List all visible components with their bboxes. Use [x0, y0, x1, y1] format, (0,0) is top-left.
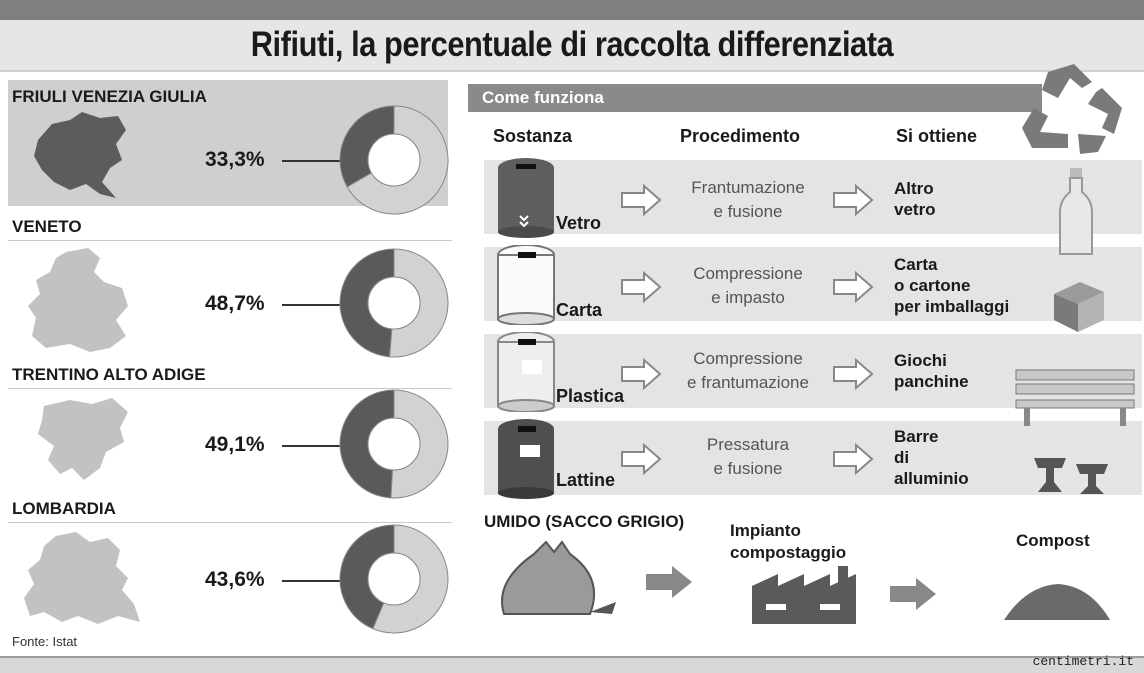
- row-lattine: [484, 421, 1142, 495]
- process-plastica: Compressione e frantumazione: [660, 347, 836, 395]
- footer-band: [0, 656, 1144, 673]
- process-line-2: e frantumazione: [687, 373, 809, 392]
- result-plastica: Giochi panchine: [894, 350, 969, 392]
- trentino-donut-chart: [339, 389, 449, 499]
- lombardia-map-icon: [24, 532, 140, 624]
- donut-hole: [367, 276, 421, 330]
- bin-lattine-icon: [498, 419, 554, 499]
- result-line: per imballaggi: [894, 297, 1010, 316]
- process-line-2: e fusione: [713, 459, 783, 478]
- top-band: [0, 0, 1144, 20]
- lombardia-leader-line: [282, 580, 344, 582]
- credit-logo: centimetri.it: [1032, 654, 1134, 669]
- compost-plant-label: Impianto compostaggio: [730, 520, 846, 564]
- trentino-map-icon: [38, 398, 128, 480]
- bin-label-lattine: Lattine: [556, 470, 616, 490]
- friuli-map-icon: [34, 112, 126, 198]
- veneto-leader-line: [282, 304, 344, 306]
- header-substance: Sostanza: [493, 126, 573, 146]
- compost-pile-icon: [1004, 584, 1110, 620]
- process-line-1: Compressione: [693, 349, 803, 368]
- recycle-icon: [1022, 64, 1122, 154]
- bench-icon: [1015, 369, 1135, 426]
- arrow-right-icon: [833, 271, 874, 303]
- result-line: o cartone: [894, 276, 971, 295]
- arrow-right-icon: [621, 184, 662, 216]
- result-line: Carta: [894, 255, 938, 274]
- process-line-2: e impasto: [711, 288, 785, 307]
- trash-bag-icon: [501, 540, 616, 615]
- region-title-trentino: TRENTINO ALTO ADIGE: [8, 362, 452, 389]
- region-title-veneto: VENETO: [8, 214, 452, 241]
- arrow-right-icon: [890, 578, 936, 610]
- process-lattine: Pressatura e fusione: [664, 433, 832, 481]
- bin-carta-icon: [497, 245, 555, 325]
- page-title: Rifiuti, la percentuale di raccolta diff…: [250, 25, 894, 64]
- title-band: Rifiuti, la percentuale di raccolta diff…: [0, 20, 1144, 72]
- result-vetro: Altro vetro: [894, 178, 936, 220]
- process-line-1: Frantumazione: [691, 178, 805, 197]
- result-line: alluminio: [894, 469, 969, 488]
- compost-label: Compost: [1016, 531, 1090, 550]
- process-line-1: Pressatura: [706, 435, 790, 454]
- arrow-right-icon: [621, 271, 662, 303]
- umido-title: UMIDO (SACCO GRIGIO): [484, 512, 685, 531]
- row-carta: [484, 247, 1142, 321]
- arrow-right-icon: [621, 358, 662, 390]
- donut-hole: [367, 417, 421, 471]
- region-title-friuli: FRIULI VENEZIA GIULIA: [12, 87, 207, 106]
- friuli-donut-chart: [339, 105, 449, 215]
- header-process: Procedimento: [680, 126, 801, 146]
- lombardia-percentage: 43,6%: [205, 568, 265, 591]
- bottle-icon: [1059, 168, 1093, 255]
- trentino-leader-line: [282, 445, 344, 447]
- header-result: Si ottiene: [896, 126, 978, 146]
- result-line: vetro: [894, 200, 936, 219]
- section-title-come-funziona: Come funziona: [468, 84, 1042, 112]
- veneto-map-icon: [28, 248, 128, 352]
- result-line: di: [894, 448, 910, 467]
- result-line: panchine: [894, 372, 969, 391]
- result-line: Barre: [894, 427, 939, 446]
- arrow-right-icon: [621, 443, 662, 475]
- region-title-lombardia: LOMBARDIA: [8, 496, 452, 523]
- veneto-donut-chart: [339, 248, 449, 358]
- bin-vetro-icon: [498, 158, 554, 238]
- bin-label-plastica: Plastica: [556, 386, 625, 406]
- row-vetro: [484, 160, 1142, 234]
- process-line-2: e fusione: [713, 202, 783, 221]
- process-carta: Compressione e impasto: [664, 262, 832, 310]
- bin-label-carta: Carta: [556, 300, 603, 320]
- donut-hole: [367, 133, 421, 187]
- plant-label-line: compostaggio: [730, 543, 847, 562]
- result-lattine: Barre di alluminio: [894, 426, 969, 489]
- arrow-right-icon: [833, 184, 874, 216]
- factory-icon: [752, 566, 856, 624]
- bin-plastica-icon: [497, 332, 555, 412]
- process-vetro: Frantumazione e fusione: [664, 176, 832, 224]
- aluminium-bars-icon: [1034, 458, 1108, 494]
- source-note: Fonte: Istat: [12, 634, 78, 649]
- arrow-right-icon: [833, 358, 874, 390]
- friuli-leader-line: [282, 160, 346, 162]
- plant-label-line: Impianto: [730, 521, 801, 540]
- friuli-percentage: 33,3%: [205, 148, 265, 171]
- donut-hole: [367, 552, 421, 606]
- bin-label-vetro: Vetro: [556, 213, 602, 233]
- arrow-right-icon: [833, 443, 874, 475]
- process-line-1: Compressione: [693, 264, 803, 283]
- trentino-percentage: 49,1%: [205, 433, 265, 456]
- arrow-right-icon: [646, 566, 692, 598]
- lombardia-donut-chart: [339, 524, 449, 634]
- result-line: Altro: [894, 179, 934, 198]
- result-carta: Carta o cartone per imballaggi: [894, 254, 1009, 317]
- veneto-percentage: 48,7%: [205, 292, 265, 315]
- result-line: Giochi: [894, 351, 947, 370]
- box-icon: [1054, 282, 1104, 332]
